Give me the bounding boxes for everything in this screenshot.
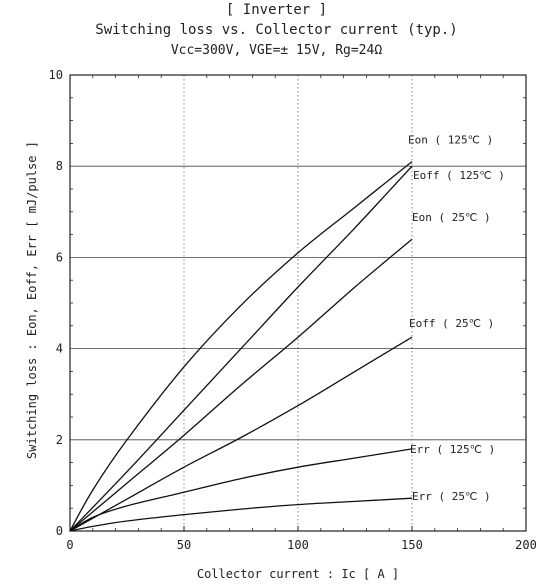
y-tick-label: 10	[49, 68, 63, 82]
series-label: Eoff ( 125℃ )	[413, 169, 505, 182]
chart-conditions: Vcc=300V, VGE=± 15V, Rg=24Ω	[170, 43, 383, 58]
series-line	[69, 336, 413, 532]
grid	[70, 75, 526, 531]
series-label: Err ( 125℃ )	[410, 443, 495, 456]
chart-header-title: [ Inverter ]	[225, 2, 328, 18]
series-label: Eoff ( 25℃ )	[409, 317, 494, 330]
x-tick-label: 150	[401, 538, 423, 552]
series-label: Eon ( 25℃ )	[412, 211, 491, 224]
y-axis-label: Switching loss : Eon, Eoff, Err [ mJ/pul…	[25, 141, 39, 459]
x-tick-label: 50	[177, 538, 191, 552]
x-tick-label: 200	[515, 538, 537, 552]
series-line	[69, 497, 413, 532]
series-line	[69, 238, 413, 532]
y-tick-label: 0	[56, 524, 63, 538]
chart-title: Switching loss vs. Collector current (ty…	[95, 22, 458, 38]
y-tick-label: 2	[56, 433, 63, 447]
series-labels: Eon ( 125℃ ) Eoff ( 125℃ ) Eon ( 25℃ ) Eoff…	[408, 134, 505, 504]
axis-ticks: 0 50 100 150 200 0 2 4 6 8 10	[49, 68, 537, 552]
series-lines	[69, 161, 413, 532]
y-tick-label: 8	[56, 159, 63, 173]
x-axis-label: Collector current : Ic [ A ]	[197, 567, 399, 581]
series-line	[69, 161, 413, 532]
x-tick-label: 0	[66, 538, 73, 552]
x-tick-label: 100	[287, 538, 309, 552]
y-tick-label: 4	[56, 342, 63, 356]
series-line	[69, 165, 413, 532]
series-label: Err ( 25℃ )	[412, 490, 491, 503]
series-label: Eon ( 125℃ )	[408, 134, 493, 147]
y-tick-label: 6	[56, 250, 63, 264]
series-line	[69, 448, 413, 532]
